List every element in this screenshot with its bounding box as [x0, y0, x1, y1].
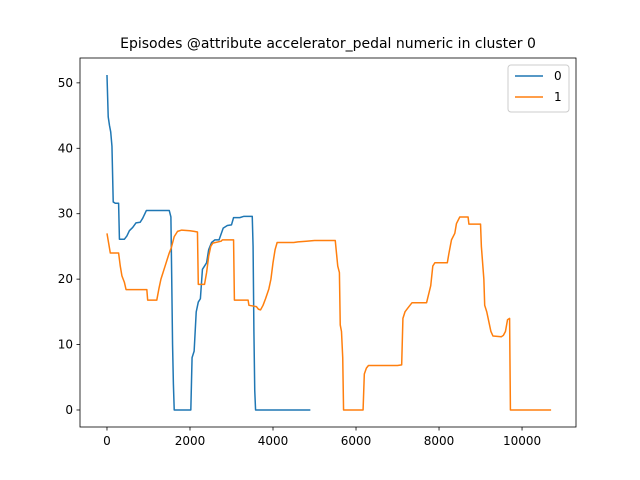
x-tick-label: 8000 — [424, 434, 455, 448]
y-tick-label: 0 — [65, 403, 73, 417]
x-tick-label: 4000 — [258, 434, 289, 448]
x-axis: 0 2000 4000 6000 8000 10000 — [103, 427, 541, 448]
series-line-0 — [106, 74, 311, 411]
legend-label-1: 1 — [554, 90, 562, 104]
x-tick-label: 6000 — [341, 434, 372, 448]
y-axis: 0 10 20 30 40 50 — [58, 76, 80, 417]
series-line-1 — [106, 216, 552, 411]
y-tick-label: 10 — [58, 338, 73, 352]
legend: 0 1 — [507, 64, 570, 113]
x-tick-label: 0 — [103, 434, 111, 448]
y-tick-label: 50 — [58, 76, 73, 90]
chart-title: Episodes @attribute accelerator_pedal nu… — [120, 36, 536, 52]
y-tick-label: 30 — [58, 207, 73, 221]
legend-label-0: 0 — [554, 69, 562, 83]
axes-frame — [79, 57, 577, 428]
series-layer — [106, 74, 552, 411]
y-tick-label: 20 — [58, 272, 73, 286]
y-tick-label: 40 — [58, 141, 73, 155]
x-tick-label: 10000 — [503, 434, 541, 448]
x-tick-label: 2000 — [175, 434, 206, 448]
